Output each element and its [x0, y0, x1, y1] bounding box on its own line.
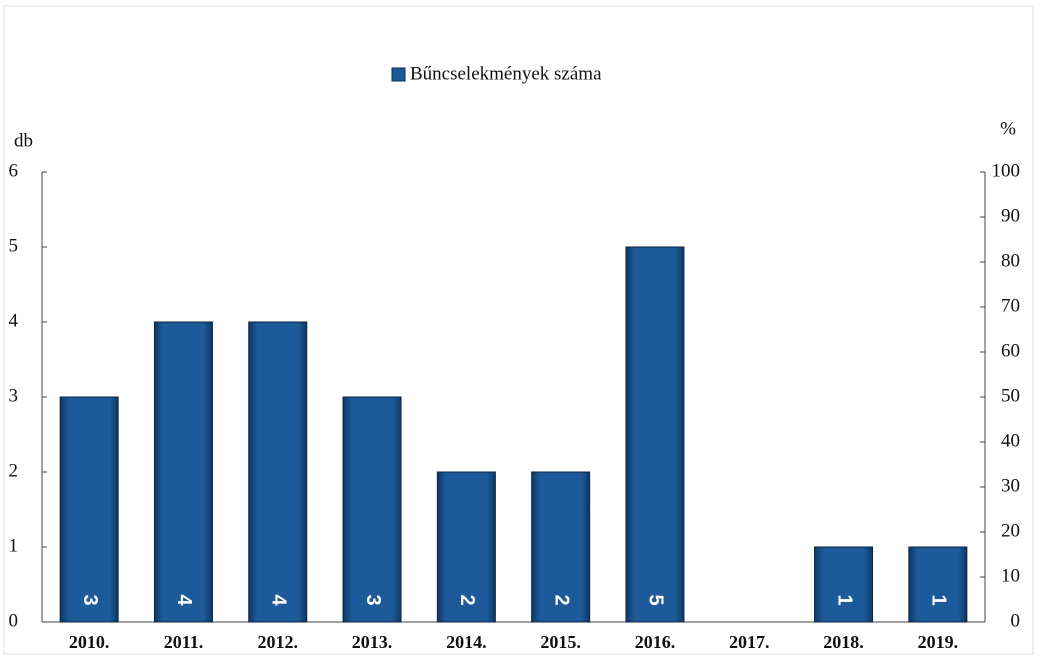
- y2-tick-label: 60: [1001, 340, 1020, 361]
- x-tick-label: 2014.: [446, 632, 487, 652]
- y2-tick-label: 70: [1001, 295, 1020, 316]
- data-label: 3: [362, 594, 384, 605]
- bar: [436, 471, 496, 623]
- y2-tick-label: 80: [1001, 250, 1020, 271]
- y2-tick-label: 20: [1001, 520, 1020, 541]
- y-axis-label: db: [14, 130, 33, 151]
- x-tick-label: 2010.: [69, 632, 110, 652]
- bar: [531, 471, 591, 623]
- y2-tick-label: 10: [1001, 565, 1020, 586]
- y2-tick-label: 30: [1001, 475, 1020, 496]
- y2-tick-label: 90: [1001, 205, 1020, 226]
- data-label: 2: [456, 594, 478, 605]
- x-tick-label: 2011.: [164, 632, 204, 652]
- x-tick-label: 2018.: [823, 632, 864, 652]
- y2-axis-label: %: [1000, 118, 1016, 139]
- y2-tick-label: 100: [992, 160, 1021, 181]
- y-tick-label: 1: [9, 535, 19, 556]
- x-tick-label: 2013.: [352, 632, 393, 652]
- y-tick-label: 3: [9, 385, 19, 406]
- y-tick-label: 0: [9, 610, 19, 631]
- data-label: 4: [267, 594, 289, 606]
- data-label: 5: [645, 594, 667, 605]
- legend-label: Bűncselekmények száma: [410, 63, 602, 84]
- data-label: 2: [550, 594, 572, 605]
- data-label: 3: [79, 594, 101, 605]
- y-tick-label: 6: [9, 160, 19, 181]
- data-label: 1: [928, 594, 950, 605]
- bar: [342, 396, 402, 623]
- y2-tick-label: 40: [1001, 430, 1020, 451]
- legend-swatch: [391, 67, 406, 82]
- y2-tick-label: 0: [1011, 610, 1021, 631]
- bar: [59, 396, 119, 623]
- bar: [908, 546, 968, 623]
- x-tick-label: 2016.: [635, 632, 676, 652]
- y-tick-label: 2: [9, 460, 19, 481]
- data-label: 1: [833, 594, 855, 605]
- bar: [625, 246, 685, 623]
- x-tick-label: 2012.: [258, 632, 299, 652]
- bar: [153, 321, 213, 623]
- bar: [248, 321, 308, 623]
- bar: [814, 546, 874, 623]
- x-tick-label: 2015.: [540, 632, 581, 652]
- x-tick-label: 2017.: [729, 632, 770, 652]
- y-tick-label: 5: [9, 235, 19, 256]
- data-label: 4: [173, 594, 195, 606]
- y2-tick-label: 50: [1001, 385, 1020, 406]
- y-tick-label: 4: [9, 310, 19, 331]
- x-tick-label: 2019.: [918, 632, 959, 652]
